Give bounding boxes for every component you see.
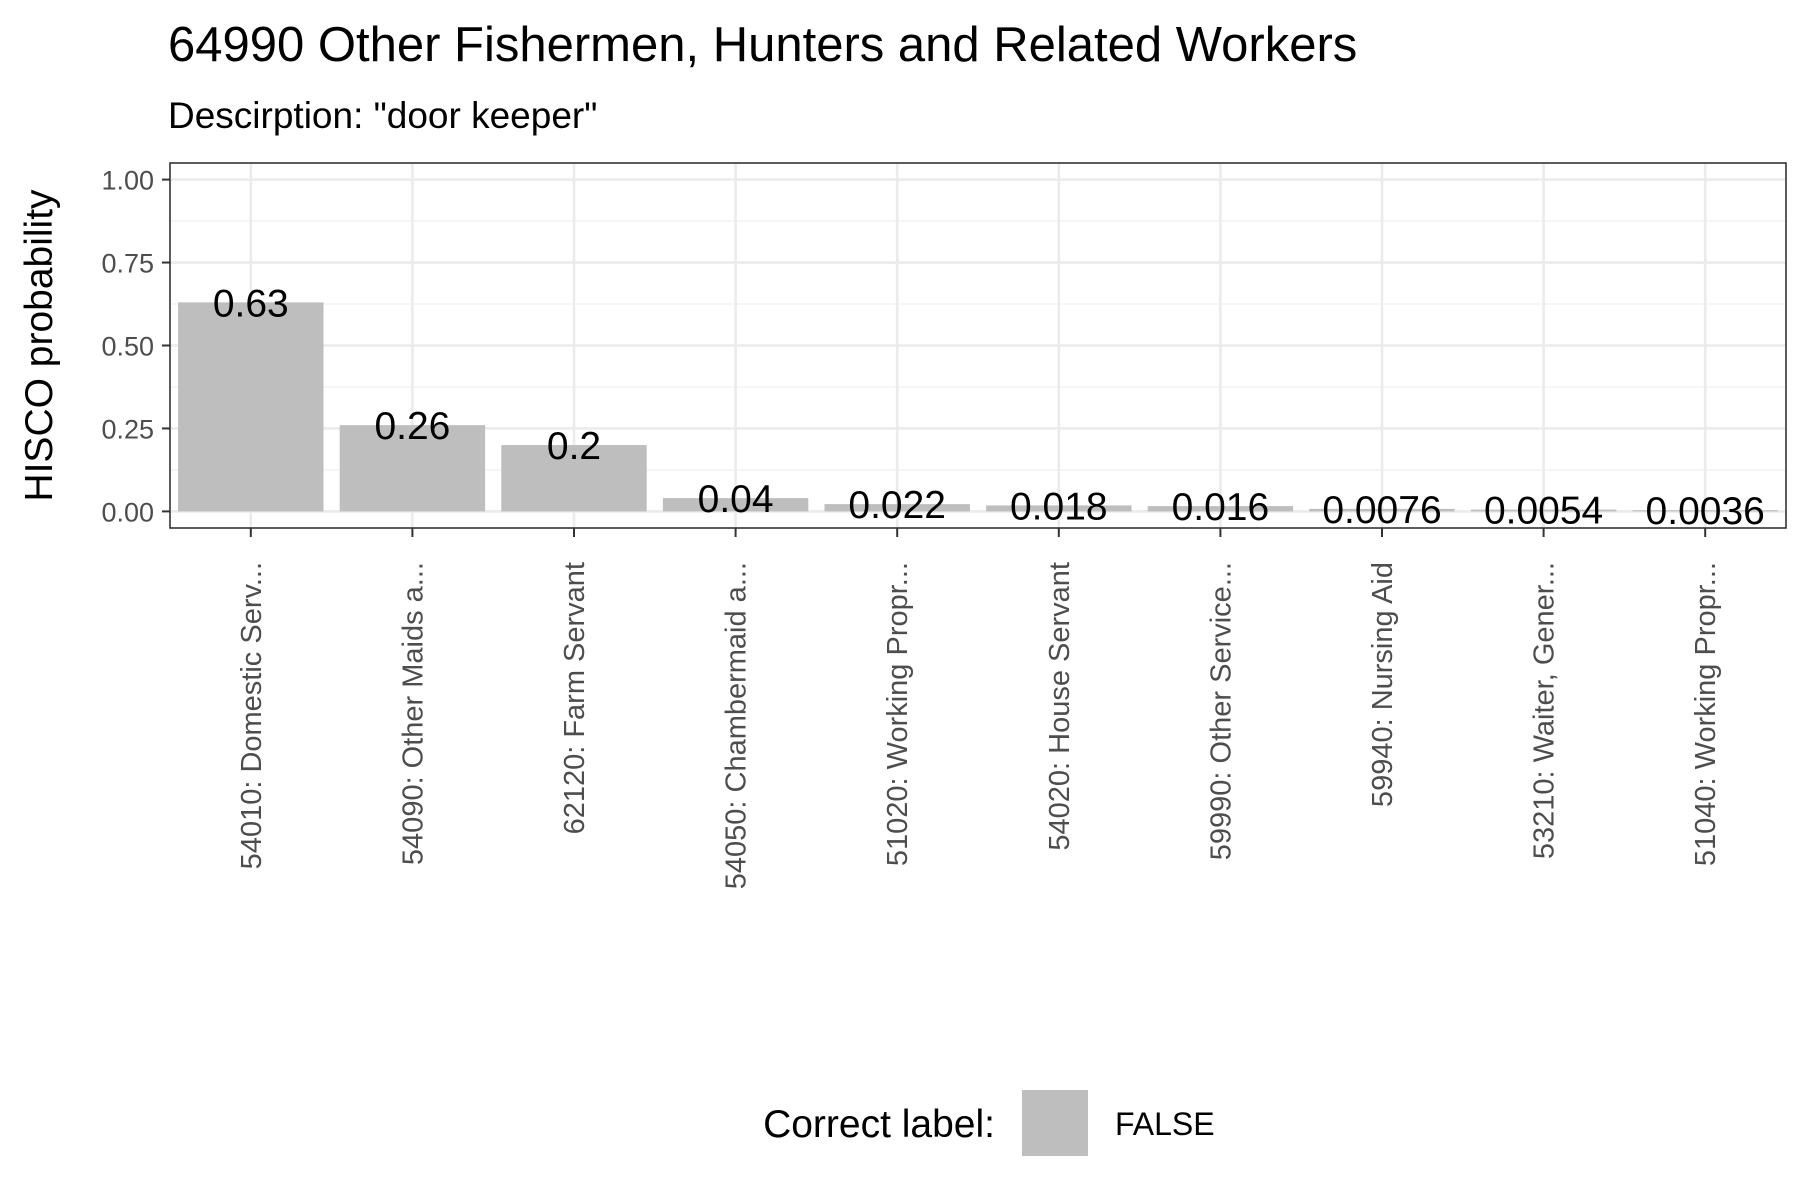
y-axis-label: HISCO probability (18, 189, 61, 502)
bar (1470, 509, 1617, 512)
data-labels: 0.63 0.26 0.2 0.04 0.022 0.018 0.016 0.0076 0.00… (213, 282, 1765, 533)
bar (178, 302, 324, 512)
y-tick-label: 0.00 (101, 497, 154, 527)
x-tick-label: 51040: Working Propr... (1690, 562, 1722, 866)
bars (178, 302, 1778, 512)
x-tick-label: 59940: Nursing Aid (1367, 562, 1399, 807)
plot-area: 0.63 0.26 0.2 0.04 0.022 0.018 0.016 0.0076 0.00… (169, 162, 1787, 533)
legend: Correct label: FALSE (763, 1090, 1215, 1156)
data-label: 0.022 (848, 484, 946, 527)
data-label: 0.0054 (1484, 490, 1603, 533)
data-label: 0.63 (213, 282, 289, 325)
y-tick-label: 0.50 (101, 332, 154, 362)
x-tick-label: 51020: Working Propr... (882, 562, 914, 866)
bar (1147, 506, 1294, 512)
x-tick-label: 62120: Farm Servant (559, 562, 591, 834)
x-tick-label: 54090: Other Maids a... (397, 562, 429, 865)
bar (824, 504, 970, 512)
bar (1309, 508, 1455, 512)
bar (339, 425, 486, 512)
y-tick-label: 0.25 (101, 414, 154, 444)
x-tick-label: 54050: Chambermaid a... (721, 562, 753, 889)
x-tick-label: 54010: Domestic Serv... (236, 562, 268, 869)
x-tick-label: 59990: Other Service... (1205, 562, 1237, 860)
chart-title: 64990 Other Fishermen, Hunters and Relat… (168, 18, 1357, 72)
data-label: 0.018 (1010, 485, 1108, 528)
data-label: 0.0036 (1646, 490, 1765, 533)
x-axis: 54010: Domestic Serv... 54090: Other Maid… (236, 528, 1722, 889)
legend-label: FALSE (1115, 1106, 1215, 1142)
y-tick-label: 0.75 (101, 249, 154, 279)
data-label: 0.04 (698, 478, 774, 521)
data-label: 0.26 (374, 405, 450, 448)
y-axis: 0.00 0.25 0.50 0.75 1.00 (101, 166, 170, 527)
chart-subtitle: Descirption: "door keeper" (168, 95, 597, 136)
data-label: 0.016 (1172, 486, 1270, 529)
x-tick-label: 53210: Waiter, Gener... (1529, 562, 1561, 859)
data-label: 0.2 (547, 425, 601, 468)
legend-swatch (1022, 1090, 1088, 1156)
legend-items: FALSE (1022, 1090, 1215, 1156)
bar (501, 445, 647, 512)
y-tick-label: 1.00 (101, 166, 154, 196)
bar (1632, 510, 1778, 512)
bar (986, 505, 1132, 512)
bar (662, 498, 809, 512)
data-label: 0.0076 (1322, 489, 1441, 532)
x-tick-label: 54020: House Servant (1044, 562, 1076, 851)
legend-title: Correct label: (763, 1103, 995, 1146)
